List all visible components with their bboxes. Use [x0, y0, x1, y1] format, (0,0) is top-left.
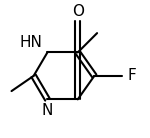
Text: N: N — [42, 103, 53, 118]
Text: HN: HN — [19, 35, 42, 50]
Text: F: F — [127, 68, 136, 83]
Text: O: O — [72, 4, 84, 18]
